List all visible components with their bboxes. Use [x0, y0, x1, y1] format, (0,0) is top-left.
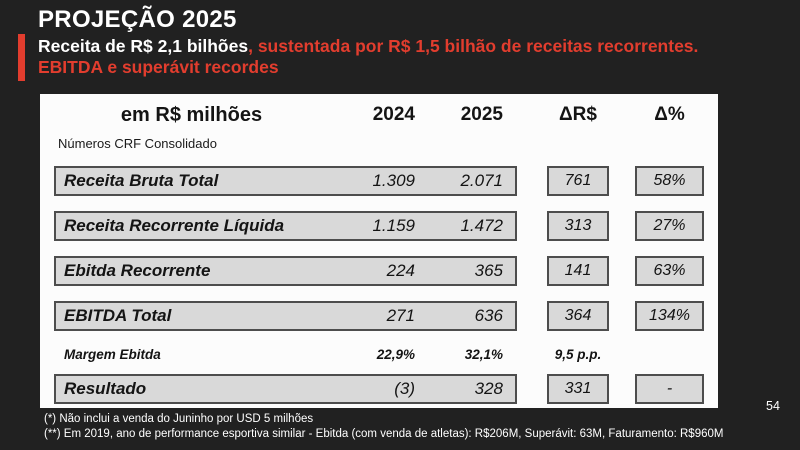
table-header-main: em R$ milhões 2024 2025	[54, 98, 517, 132]
row-label: EBITDA Total	[64, 306, 172, 325]
row-label: Ebitda Recorrente	[64, 261, 211, 280]
row-main-box: EBITDA Total 271 636	[54, 301, 517, 331]
row-value-2024: 22,9%	[376, 347, 415, 362]
row-value-2025: 2.071	[460, 171, 503, 190]
row-delta-box: 141	[547, 256, 609, 286]
row-value-2024: 1.309	[372, 171, 415, 190]
row-value-2025: 365	[474, 261, 503, 280]
row-label: Receita Bruta Total	[64, 171, 219, 190]
row-delta-plain: 9,5 p.p.	[554, 347, 602, 362]
row-pct-box: 27%	[635, 211, 704, 241]
table-row: EBITDA Total 271 636 364 134%	[54, 301, 704, 331]
footnote-2: (**) Em 2019, ano de performance esporti…	[44, 428, 724, 441]
table-row: Resultado (3) 328 331 -	[54, 374, 704, 404]
table-row: Receita Recorrente Líquida 1.159 1.472 3…	[54, 211, 704, 241]
row-value-2025: 636	[474, 306, 503, 325]
row-value-2025: 32,1%	[464, 347, 503, 362]
row-main-box: Resultado (3) 328	[54, 374, 517, 404]
col-header-delta-pct: Δ%	[654, 104, 685, 125]
table-row: Ebitda Recorrente 224 365 141 63%	[54, 256, 704, 286]
col-header-2025: 2025	[460, 104, 503, 125]
row-main-plain: Margem Ebitda 22,9% 32,1%	[54, 344, 517, 365]
row-value-2024: 1.159	[372, 216, 415, 235]
row-pct-box: 63%	[635, 256, 704, 286]
table-row-margem: Margem Ebitda 22,9% 32,1% 9,5 p.p.	[54, 344, 704, 365]
row-value-2025: 1.472	[460, 216, 503, 235]
row-pct-box: -	[635, 374, 704, 404]
row-value-2025: 328	[474, 379, 503, 398]
col-header-delta-rs: ΔR$	[559, 104, 597, 125]
row-delta-box: 331	[547, 374, 609, 404]
row-label: Resultado	[64, 379, 147, 398]
table-header-row: em R$ milhões 2024 2025 ΔR$ Δ%	[54, 98, 704, 132]
accent-bar	[18, 34, 25, 81]
row-delta-box: 313	[547, 211, 609, 241]
financial-table-panel: em R$ milhões 2024 2025 ΔR$ Δ% Números C…	[40, 94, 718, 408]
slide-subtitle: Receita de R$ 2,1 bilhões, sustentada po…	[38, 36, 750, 79]
row-value-2024: (3)	[394, 379, 415, 398]
section-label: Números CRF Consolidado	[58, 136, 217, 151]
col-header-unit: em R$ milhões	[120, 103, 263, 126]
row-label: Receita Recorrente Líquida	[64, 216, 285, 235]
row-pct-empty	[635, 344, 704, 365]
row-delta-box: 364	[547, 301, 609, 331]
row-main-box: Receita Bruta Total 1.309 2.071	[54, 166, 517, 196]
row-pct-box: 58%	[635, 166, 704, 196]
row-pct-box: 134%	[635, 301, 704, 331]
subtitle-white-part: Receita de R$ 2,1 bilhões	[38, 36, 249, 56]
subtitle-red-part: , sustentada por R$ 1,5 bilhão de receit…	[38, 36, 699, 78]
row-delta-box: 761	[547, 166, 609, 196]
col-header-2024: 2024	[372, 104, 415, 125]
row-value-2024: 271	[386, 306, 415, 325]
row-main-box: Ebitda Recorrente 224 365	[54, 256, 517, 286]
page-number: 54	[766, 399, 780, 413]
row-main-box: Receita Recorrente Líquida 1.159 1.472	[54, 211, 517, 241]
row-label: Margem Ebitda	[64, 347, 161, 362]
row-value-2024: 224	[386, 261, 415, 280]
table-row: Receita Bruta Total 1.309 2.071 761 58%	[54, 166, 704, 196]
footnote-1: (*) Não inclui a venda do Juninho por US…	[44, 413, 314, 425]
page-title: PROJEÇÃO 2025	[38, 6, 237, 33]
footnotes: (*) Não inclui a venda do Juninho por US…	[44, 412, 723, 442]
